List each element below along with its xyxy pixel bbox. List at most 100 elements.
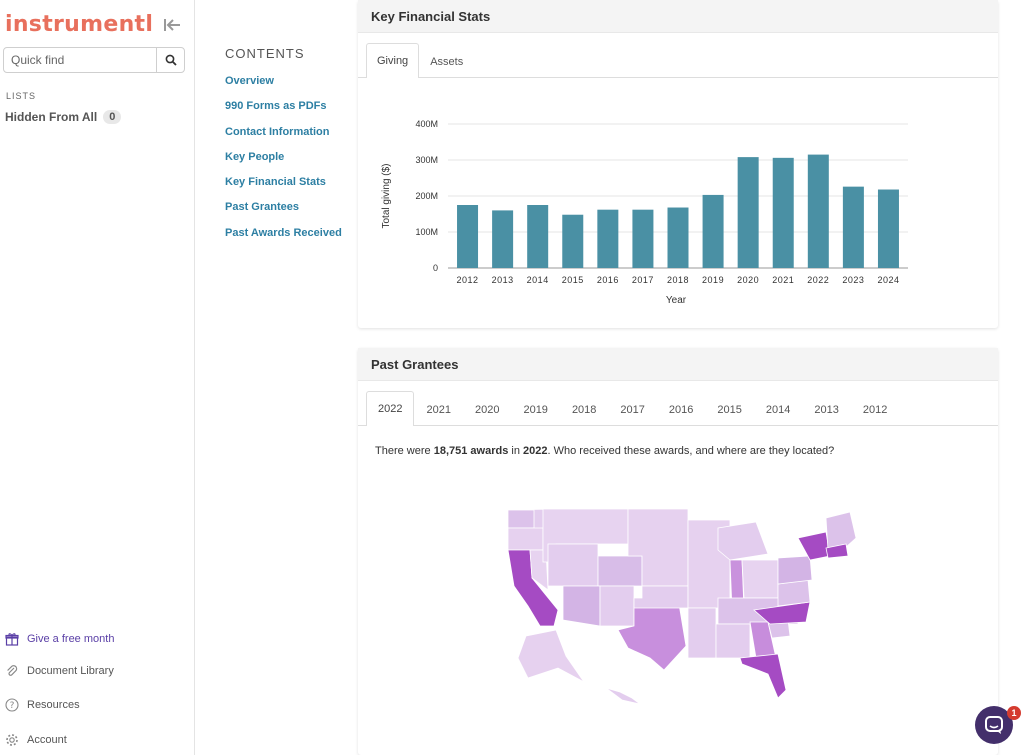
chat-launcher[interactable] <box>975 706 1013 744</box>
x-tick-label: 2014 <box>527 275 549 285</box>
resources-link[interactable]: ? Resources <box>5 698 80 712</box>
collapse-sidebar-icon[interactable] <box>163 17 181 33</box>
contents-link-key-people[interactable]: Key People <box>225 150 285 163</box>
tab-year-2022[interactable]: 2022 <box>366 391 415 426</box>
section-title: Key Financial Stats <box>358 0 998 33</box>
y-tick-label: 300M <box>415 155 438 165</box>
give-free-month-link[interactable]: Give a free month <box>5 632 114 646</box>
contents-nav: CONTENTS Overview 990 Forms as PDFs Cont… <box>225 46 350 252</box>
logo[interactable]: instrumentl <box>5 12 154 37</box>
awards-summary: There were 18,751 awards in 2022. Who re… <box>375 445 835 457</box>
tab-year-2016[interactable]: 2016 <box>668 403 694 416</box>
tab-year-2021[interactable]: 2021 <box>426 403 451 416</box>
quick-find <box>3 47 185 73</box>
contents-link-overview[interactable]: Overview <box>225 75 274 87</box>
account-link[interactable]: Account <box>5 733 67 747</box>
x-tick-label: 2022 <box>807 275 829 285</box>
y-tick-label: 0 <box>433 263 438 273</box>
state-ms-al <box>715 623 751 659</box>
tab-year-2012[interactable]: 2012 <box>862 403 888 416</box>
x-tick-label: 2017 <box>632 275 654 285</box>
state-ny <box>797 531 831 561</box>
x-tick-label: 2018 <box>667 275 689 285</box>
sidebar: instrumentl LISTS Hidden From All 0 Give… <box>0 0 195 755</box>
chat-badge: 1 <box>1007 706 1021 720</box>
state-co <box>597 555 643 587</box>
state-ar-la <box>687 607 717 659</box>
state-va-wv <box>777 579 811 607</box>
state-nm <box>599 585 635 627</box>
tab-year-2018[interactable]: 2018 <box>571 403 597 416</box>
tab-assets[interactable]: Assets <box>430 55 464 68</box>
count-badge: 0 <box>103 110 122 124</box>
x-tick-label: 2024 <box>877 275 899 285</box>
contents-title: CONTENTS <box>225 46 305 61</box>
map-states <box>507 508 857 705</box>
gear-icon <box>6 734 18 746</box>
bar-2022 <box>807 154 829 268</box>
financial-tabs: Giving Assets <box>358 33 998 78</box>
state-or <box>507 527 544 551</box>
x-tick-label: 2012 <box>457 275 479 285</box>
paperclip-icon <box>7 665 18 676</box>
search-icon <box>165 54 177 66</box>
past-grantees-card: Past Grantees 2022 2021 2020 2019 2018 2017 20… <box>358 348 998 755</box>
sidebar-item-label: Hidden From All <box>5 110 98 124</box>
x-tick-label: 2020 <box>737 275 759 285</box>
bar-2015 <box>562 214 584 268</box>
x-axis-label: Year <box>666 295 687 306</box>
state-fl <box>739 653 787 699</box>
tab-year-2015[interactable]: 2015 <box>717 403 742 416</box>
help-circle-icon: ? <box>5 698 19 712</box>
bar-2020 <box>737 157 759 268</box>
section-title: Past Grantees <box>358 348 998 381</box>
contents-link-key-financial-stats[interactable]: Key Financial Stats <box>225 176 326 189</box>
y-tick-label: 200M <box>415 191 438 201</box>
us-grantee-map <box>507 508 857 705</box>
state-in-oh <box>741 559 779 599</box>
x-tick-label: 2013 <box>492 275 514 285</box>
x-tick-label: 2021 <box>772 275 794 285</box>
y-tick-label: 100M <box>415 227 438 237</box>
tab-year-2017[interactable]: 2017 <box>620 403 645 416</box>
bar-2014 <box>527 205 549 268</box>
bar-2024 <box>877 189 899 268</box>
y-axis-label: Total giving ($) <box>381 163 392 228</box>
giving-bar-chart: 0 100M 200M 300M 400M 2012 2013 2014 2015 2016 201… <box>381 119 908 306</box>
state-ak <box>517 629 585 683</box>
x-tick-label: 2016 <box>597 275 619 285</box>
bar-2019 <box>702 194 724 268</box>
bar-2012 <box>457 205 479 268</box>
search-button[interactable] <box>156 48 184 72</box>
state-wy-ut <box>547 543 599 587</box>
bar-2021 <box>772 157 794 268</box>
y-tick-label: 400M <box>415 119 438 129</box>
search-input[interactable] <box>4 48 156 72</box>
tab-year-2013[interactable]: 2013 <box>814 403 839 416</box>
contents-link-contact-information[interactable]: Contact Information <box>225 125 330 138</box>
tab-year-2020[interactable]: 2020 <box>474 403 500 416</box>
bar-2016 <box>597 209 619 268</box>
contents-link-past-awards-received[interactable]: Past Awards Received <box>225 226 342 239</box>
state-wi-mi <box>717 521 769 561</box>
contents-link-990-forms[interactable]: 990 Forms as PDFs <box>225 100 327 113</box>
x-tick-label: 2019 <box>702 275 724 285</box>
tab-year-2019[interactable]: 2019 <box>523 403 548 416</box>
chat-icon <box>985 716 1003 734</box>
year-tabs: 2022 2021 2020 2019 2018 2017 2016 2015 2014 2013… <box>358 381 998 426</box>
x-tick-label: 2015 <box>562 275 584 285</box>
state-hi <box>605 687 641 705</box>
tab-giving[interactable]: Giving <box>366 43 420 78</box>
key-financial-stats-card: Key Financial Stats Giving Assets 0 100M 2… <box>358 0 998 328</box>
sidebar-item-hidden-from-all[interactable]: Hidden From All 0 <box>5 110 122 124</box>
tab-year-2014[interactable]: 2014 <box>765 403 791 416</box>
state-wa <box>507 509 535 529</box>
bar-2017 <box>632 209 654 268</box>
lists-label: LISTS <box>6 91 37 101</box>
contents-link-past-grantees[interactable]: Past Grantees <box>225 201 299 214</box>
bar-2018 <box>667 207 689 268</box>
document-library-link[interactable]: Document Library <box>5 664 114 678</box>
gift-icon <box>5 633 19 646</box>
state-ma-ri <box>825 543 849 559</box>
x-tick-label: 2023 <box>842 275 864 285</box>
